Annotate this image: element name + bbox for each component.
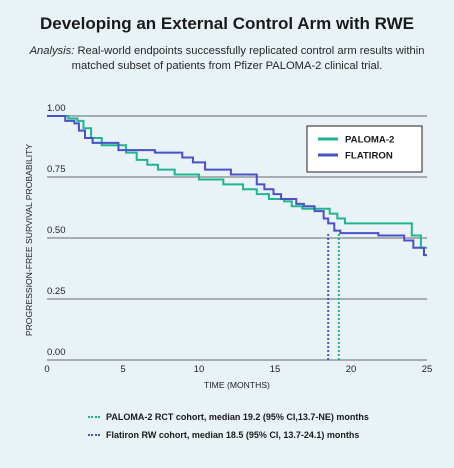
- subtitle-lead: Analysis:: [29, 45, 75, 57]
- y-tick-label: 1.00: [47, 103, 66, 114]
- x-tick-label: 15: [270, 364, 281, 375]
- y-tick-labels: 0.00 0.25 0.50 0.75 1.00: [47, 103, 66, 358]
- note-paloma: PALOMA-2 RCT cohort, median 19.2 (95% CI…: [88, 412, 369, 422]
- note-flatiron-swatch: [88, 433, 100, 436]
- x-tick-label: 25: [422, 364, 433, 375]
- x-tick-labels: 0 5 10 15 20 25: [44, 364, 432, 375]
- legend-label-flatiron: FLATIRON: [345, 151, 393, 162]
- note-paloma-text: PALOMA-2 RCT cohort, median 19.2 (95% CI…: [106, 412, 369, 422]
- legend: PALOMA-2 FLATIRON: [306, 125, 423, 173]
- gridlines: [47, 115, 427, 361]
- series-line: [47, 115, 427, 249]
- x-axis-label: TIME (MONTHS): [204, 380, 270, 390]
- y-tick-label: 0.50: [47, 225, 66, 236]
- y-tick-label: 0.75: [47, 164, 66, 175]
- x-tick-label: 0: [44, 364, 49, 375]
- x-tick-label: 20: [346, 364, 357, 375]
- x-tick-label: 5: [120, 364, 125, 375]
- x-tick-label: 10: [194, 364, 205, 375]
- chart-subtitle: Analysis: Real-world endpoints successfu…: [20, 44, 434, 73]
- median-lines: [327, 234, 340, 360]
- note-flatiron: Flatiron RW cohort, median 18.5 (95% CI,…: [88, 430, 359, 440]
- note-paloma-swatch: [88, 415, 100, 418]
- y-tick-label: 0.25: [47, 286, 66, 297]
- legend-box: [306, 125, 423, 173]
- y-axis-label: PROGRESSION-FREE SURVIVAL PROBABILITY: [24, 144, 34, 337]
- subtitle-text: Real-world endpoints successfully replic…: [71, 45, 425, 72]
- chart-title: Developing an External Control Arm with …: [39, 14, 415, 33]
- note-flatiron-text: Flatiron RW cohort, median 18.5 (95% CI,…: [106, 430, 360, 440]
- legend-label-paloma: PALOMA-2: [345, 135, 394, 146]
- y-tick-label: 0.00: [47, 347, 66, 358]
- survival-curves: [47, 115, 427, 257]
- series-line: [47, 115, 427, 257]
